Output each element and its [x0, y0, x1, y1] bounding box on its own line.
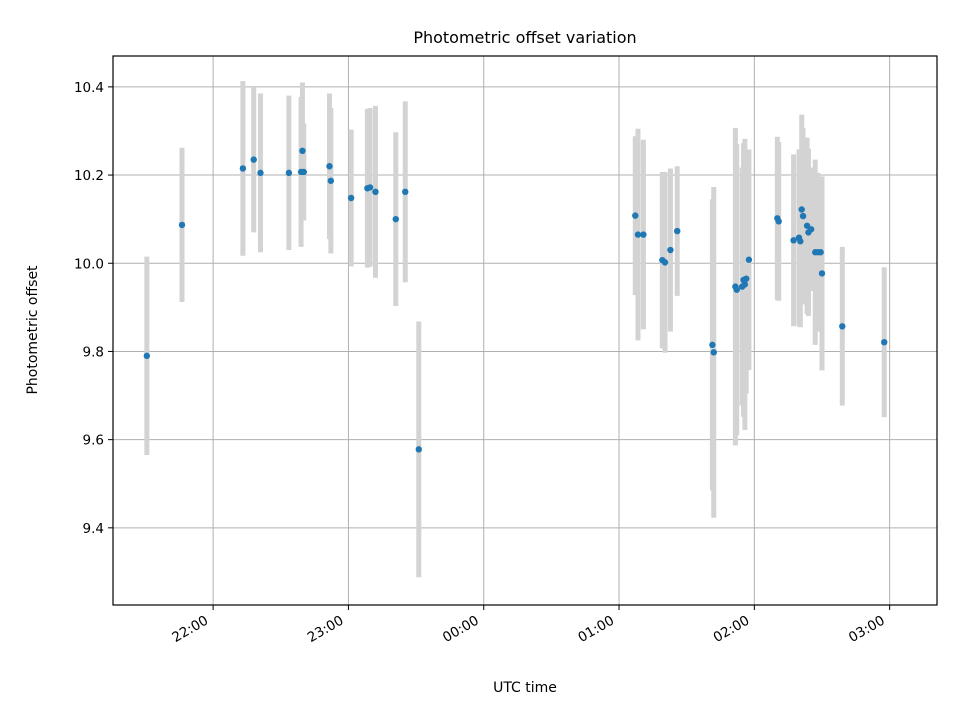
- plot-frame: [112, 55, 938, 606]
- data-point: [632, 212, 639, 219]
- y-axis-label: Photometric offset: [25, 265, 41, 395]
- data-point: [745, 256, 753, 263]
- y-tick-label: 9.6: [83, 433, 104, 449]
- data-point: [775, 218, 782, 225]
- data-point: [239, 165, 247, 172]
- y-tick-label: 9.8: [83, 344, 104, 360]
- data-point: [817, 249, 824, 256]
- data-point: [392, 215, 399, 223]
- data-point: [741, 281, 749, 288]
- data-point: [799, 212, 807, 220]
- data-point: [818, 270, 826, 277]
- chart-title: Photometric offset variation: [413, 28, 636, 47]
- data-point: [667, 246, 674, 254]
- data-point: [634, 231, 642, 238]
- data-point: [710, 349, 717, 356]
- data-point: [674, 227, 681, 235]
- data-point: [661, 259, 669, 266]
- data-point: [366, 184, 374, 191]
- data-point: [178, 221, 186, 229]
- data-point: [797, 238, 804, 245]
- data-point: [285, 169, 293, 177]
- data-point: [640, 231, 647, 238]
- y-tick-label: 10.2: [74, 168, 104, 184]
- data-point: [372, 188, 379, 196]
- data-point: [300, 168, 307, 176]
- data-point: [327, 177, 335, 184]
- data-point: [402, 188, 409, 196]
- data-point: [143, 352, 151, 360]
- data-point: [326, 163, 333, 170]
- y-tick-label: 10.4: [74, 80, 104, 96]
- x-axis-label: UTC time: [493, 680, 557, 696]
- data-point: [790, 237, 797, 244]
- data-point: [881, 338, 888, 346]
- y-tick-label: 10.0: [74, 256, 104, 272]
- data-point: [299, 147, 306, 155]
- data-point: [415, 446, 422, 453]
- data-point: [733, 286, 740, 293]
- y-tick-label: 9.4: [83, 521, 104, 537]
- data-point: [807, 226, 815, 233]
- data-point: [250, 156, 257, 163]
- data-point: [709, 341, 716, 349]
- data-points: [143, 147, 888, 453]
- data-point: [798, 206, 805, 213]
- data-point: [347, 194, 355, 202]
- data-point: [743, 275, 750, 282]
- data-point: [257, 169, 264, 177]
- y-axis-ticks: 9.4 9.6 9.8 10.0 10.2 10.4: [74, 80, 113, 537]
- data-point: [839, 323, 846, 330]
